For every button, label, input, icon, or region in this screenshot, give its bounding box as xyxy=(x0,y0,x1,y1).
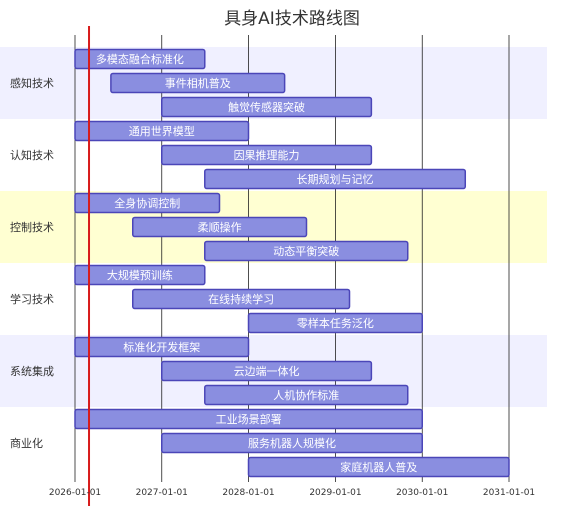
x-tick-label: 2027-01-01 xyxy=(136,488,188,498)
task-bar[interactable] xyxy=(161,144,373,166)
x-tick-label: 2026-01-01 xyxy=(49,488,101,498)
task-label: 标准化开发框架 xyxy=(123,340,200,354)
section-label: 学习技术 xyxy=(10,292,54,306)
task-bar[interactable] xyxy=(110,72,286,94)
task-bar[interactable] xyxy=(74,264,206,286)
section-label: 感知技术 xyxy=(10,76,54,90)
section-label: 认知技术 xyxy=(10,148,54,162)
x-tick-label: 2029-01-01 xyxy=(309,488,361,498)
x-tick-label: 2030-01-01 xyxy=(396,488,448,498)
task-bar[interactable] xyxy=(204,168,467,190)
section-label: 商业化 xyxy=(10,436,43,450)
task-label: 家庭机器人普及 xyxy=(340,460,417,474)
task-label: 全身协调控制 xyxy=(114,196,180,210)
x-tick-label: 2028-01-01 xyxy=(222,488,274,498)
task-bar[interactable] xyxy=(247,312,423,334)
task-label: 通用世界模型 xyxy=(129,124,195,138)
task-label: 事件相机普及 xyxy=(165,76,231,90)
task-label: 长期规划与记忆 xyxy=(297,172,374,186)
task-bar[interactable] xyxy=(161,96,373,118)
section-label: 系统集成 xyxy=(10,364,54,378)
task-bar[interactable] xyxy=(132,216,308,238)
task-bar[interactable] xyxy=(161,360,373,382)
chart-title: 具身AI技术路线图 xyxy=(224,9,360,29)
task-label: 触觉传感器突破 xyxy=(228,100,305,114)
task-label: 因果推理能力 xyxy=(234,148,300,162)
task-label: 大规模预训练 xyxy=(107,268,173,282)
task-label: 在线持续学习 xyxy=(208,292,274,306)
task-label: 零样本任务泛化 xyxy=(297,316,374,330)
task-label: 人机协作标准 xyxy=(273,388,339,402)
section-label: 控制技术 xyxy=(10,220,54,234)
task-bar[interactable] xyxy=(74,120,250,142)
task-bar[interactable] xyxy=(247,456,510,478)
x-tick-label: 2031-01-01 xyxy=(483,488,535,498)
task-label: 柔顺操作 xyxy=(198,220,242,234)
task-bar[interactable] xyxy=(132,288,351,310)
task-label: 云边端一体化 xyxy=(234,364,300,378)
task-label: 动态平衡突破 xyxy=(273,244,339,258)
task-bar[interactable] xyxy=(74,48,206,70)
task-bar[interactable] xyxy=(161,432,423,454)
task-bar[interactable] xyxy=(204,240,409,262)
task-label: 多模态融合标准化 xyxy=(96,52,184,66)
task-label: 工业场景部署 xyxy=(216,412,282,426)
task-bar[interactable] xyxy=(74,408,423,430)
task-label: 服务机器人规模化 xyxy=(248,436,336,450)
task-bar[interactable] xyxy=(204,384,409,406)
task-bar[interactable] xyxy=(74,192,221,214)
task-bar[interactable] xyxy=(74,336,250,358)
